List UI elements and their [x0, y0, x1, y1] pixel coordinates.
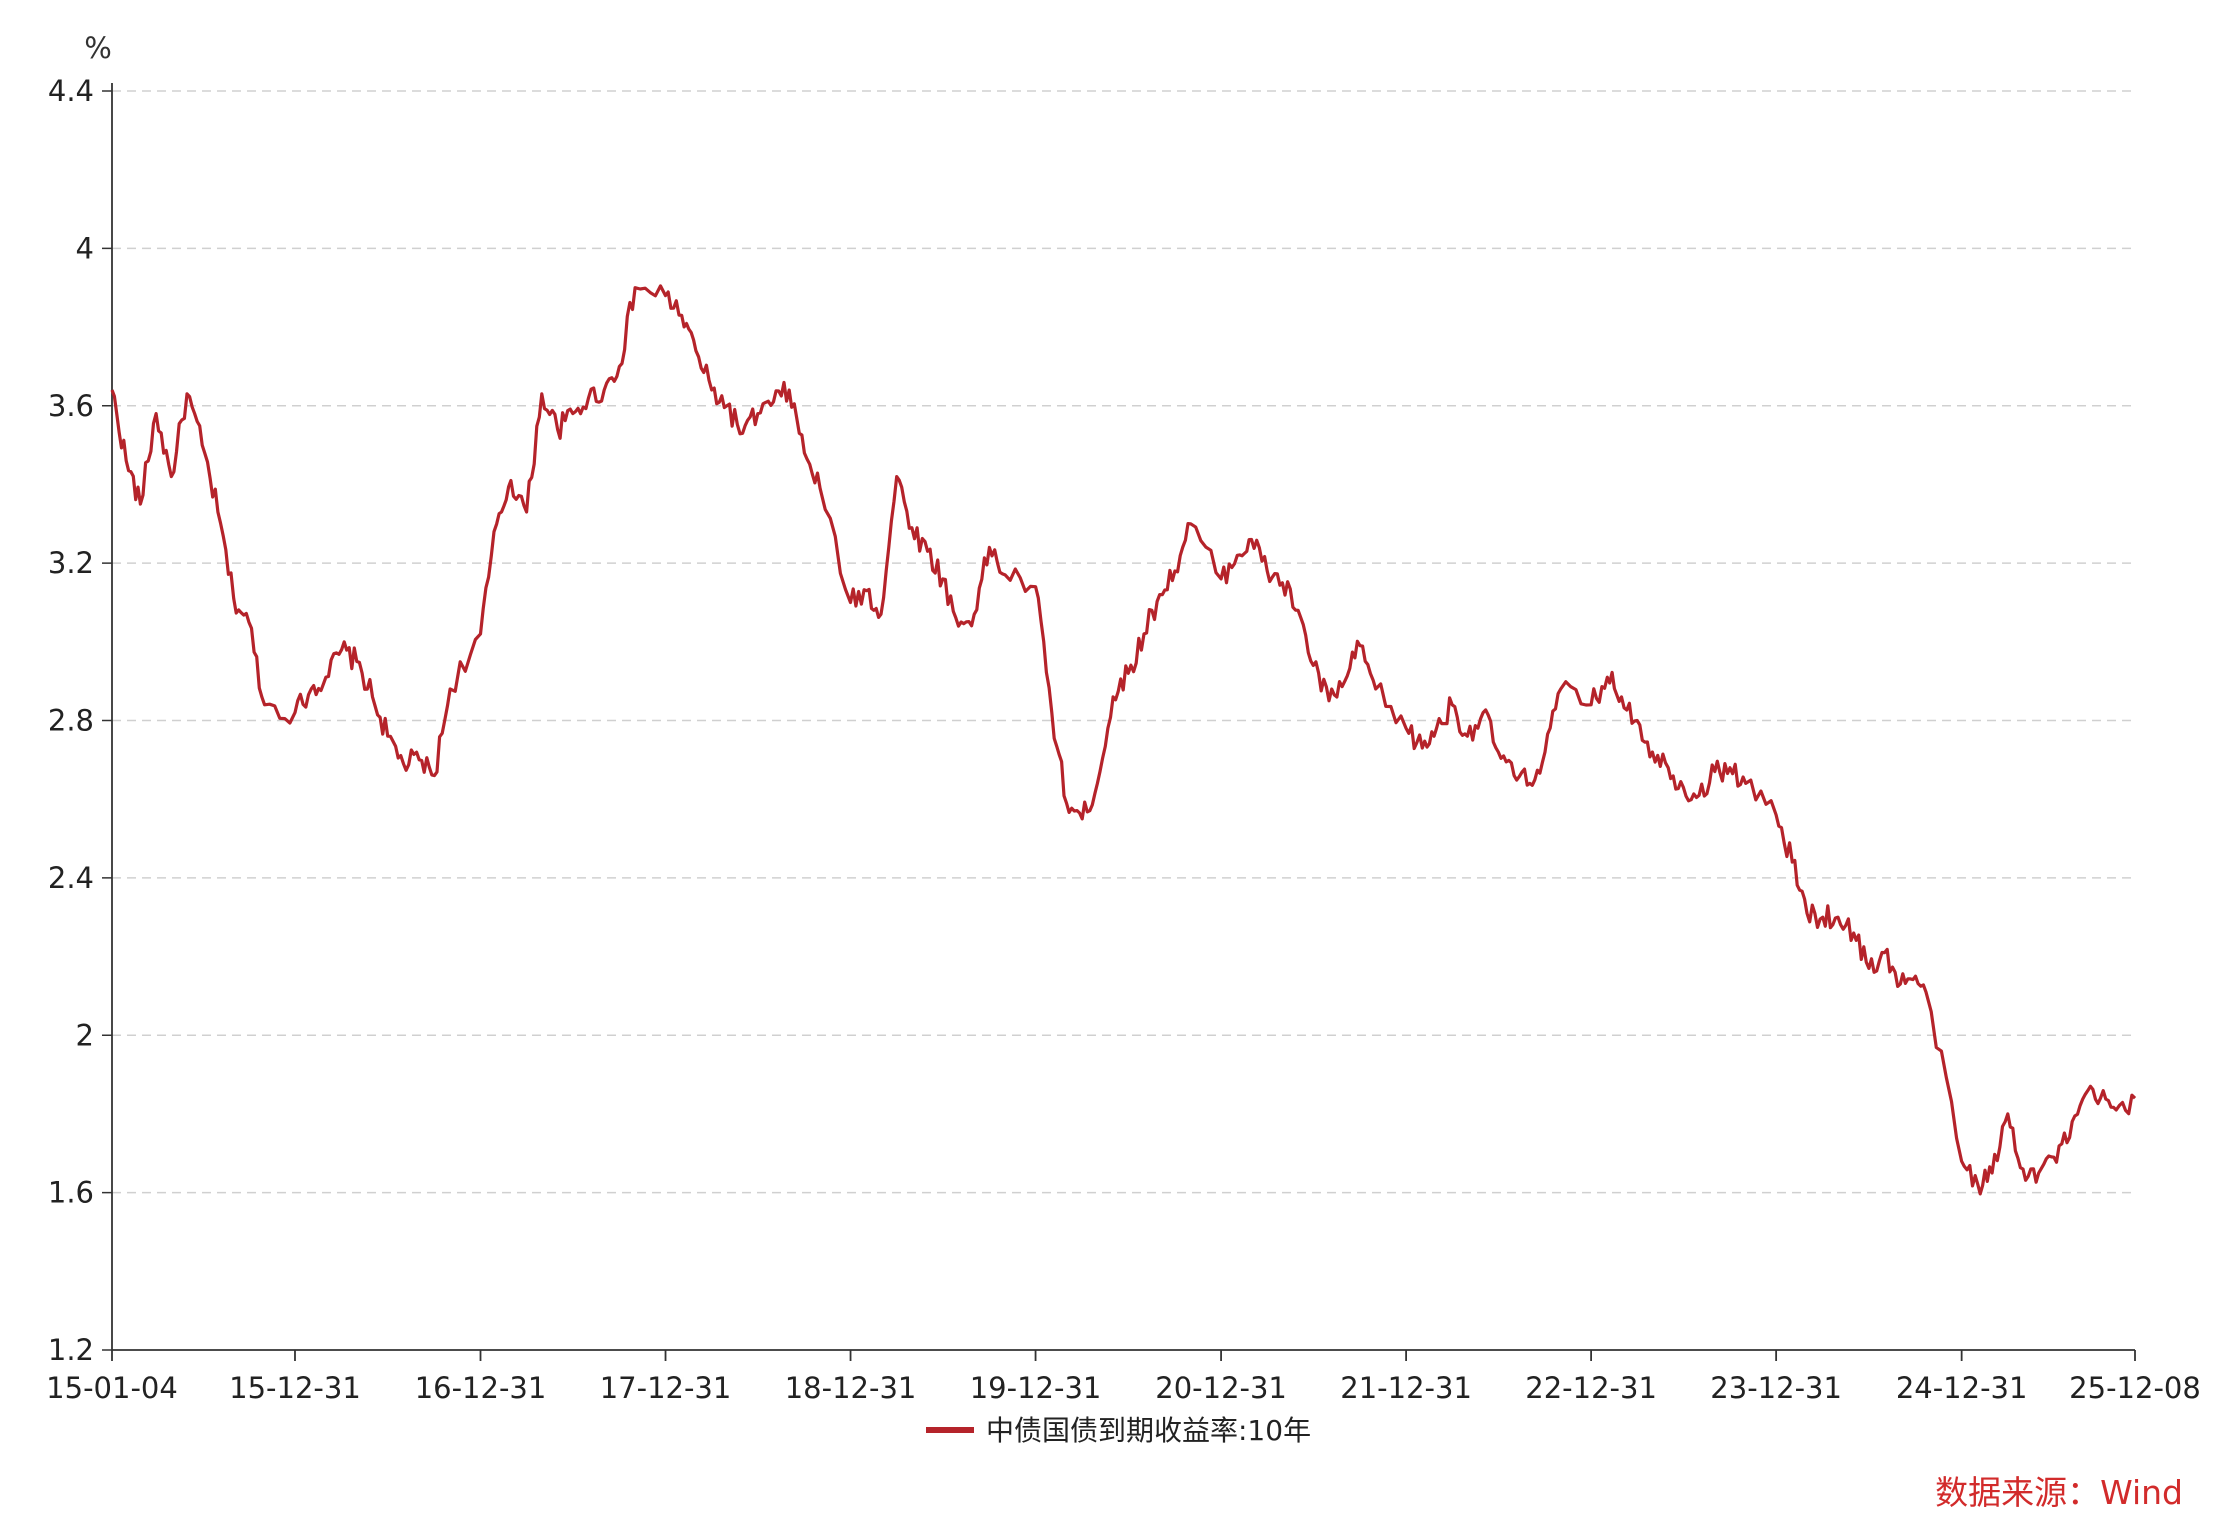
x-tick-label: 17-12-31 — [600, 1371, 732, 1405]
y-tick-label: 4.4 — [48, 74, 94, 108]
y-axis-unit-label: % — [84, 31, 112, 65]
legend-label: 中债国债到期收益率:10年 — [986, 1414, 1311, 1447]
data-source-label: 数据来源：Wind — [1935, 1473, 2183, 1512]
axes: 1.2 1.6 2 2.4 2.8 3.2 3.6 4 4.4 15-01-04 15-12-31 1… — [46, 74, 2201, 1405]
x-tick-label: 20-12-31 — [1155, 1371, 1287, 1405]
series-line — [110, 284, 2137, 1196]
x-tick-label: 15-12-31 — [229, 1371, 361, 1405]
x-tick-label: 18-12-31 — [785, 1371, 917, 1405]
x-tick-label: 15-01-04 — [46, 1371, 178, 1405]
y-tick-label: 2.8 — [48, 704, 94, 738]
x-tick-label: 22-12-31 — [1525, 1371, 1657, 1405]
y-tick-label: 3.2 — [48, 546, 94, 580]
legend: 中债国债到期收益率:10年 — [926, 1414, 1311, 1447]
y-tick-label: 2.4 — [48, 861, 94, 895]
x-tick-label: 19-12-31 — [970, 1371, 1102, 1405]
y-tick-label: 1.6 — [48, 1176, 94, 1210]
y-tick-label: 1.2 — [48, 1333, 94, 1367]
x-tick-label: 24-12-31 — [1896, 1371, 2028, 1405]
x-tick-label: 25-12-08 — [2069, 1371, 2201, 1405]
x-tick-label: 23-12-31 — [1710, 1371, 1842, 1405]
x-tick-label: 16-12-31 — [415, 1371, 547, 1405]
y-tick-label: 4 — [76, 231, 94, 265]
horizontal-gridlines — [112, 90, 2135, 1194]
y-tick-label: 3.6 — [48, 389, 94, 423]
y-tick-label: 2 — [76, 1018, 94, 1052]
x-tick-label: 21-12-31 — [1340, 1371, 1472, 1405]
series-layer — [110, 284, 2137, 1196]
